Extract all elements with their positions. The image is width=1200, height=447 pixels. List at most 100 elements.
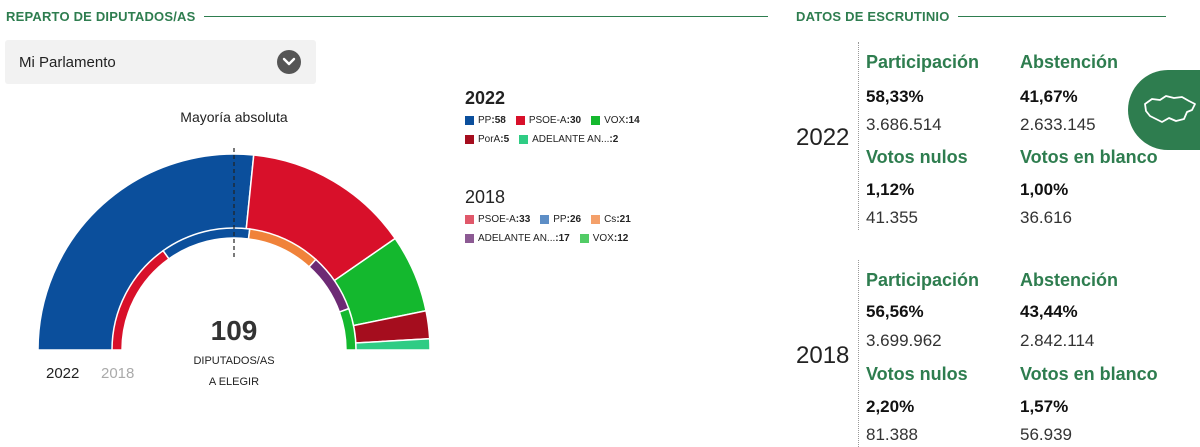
parliament-select-value: Mi Parlamento	[19, 53, 116, 71]
legend-swatch	[465, 116, 474, 125]
nulos-pct: 2,20%	[866, 397, 915, 416]
abstencion-num: 2.633.145	[1020, 115, 1096, 134]
legend-seats: :14	[625, 115, 640, 126]
legend-swatch	[465, 234, 474, 243]
scrutiny-year-2022: 2022	[796, 124, 850, 151]
legend-year: 2022	[465, 88, 506, 108]
andalusia-map-icon	[1144, 95, 1196, 123]
legend-party: ADELANTE AN...	[478, 233, 556, 244]
legend-swatch	[591, 116, 601, 125]
legend-seats-value: 14	[628, 115, 640, 126]
abstencion-num: 2.842.114	[1020, 331, 1095, 350]
legend-item: ADELANTE AN...:2	[519, 134, 618, 145]
participacion-pct: 58,33%	[866, 87, 924, 106]
abstencion-pct: 43,44%	[1020, 302, 1078, 321]
nulos-num: 41.355	[866, 208, 918, 227]
legend-seats-value: 12	[617, 233, 629, 244]
legend-row: PSOE-A:33 PP:26 Cs:21	[465, 214, 641, 225]
legend-seats: :21	[616, 214, 631, 225]
participacion-label: Participación	[866, 52, 980, 72]
blanco-label: Votos en blanco	[1020, 364, 1158, 384]
blanco-num: 56.939	[1020, 425, 1072, 444]
scrutiny-year-2018: 2018	[796, 342, 850, 369]
legend-party: PP	[478, 115, 492, 126]
legend-seats-value: 5	[503, 134, 510, 145]
legend-party: PSOE-A	[528, 115, 567, 126]
abstencion-pct: 41,67%	[1020, 87, 1078, 106]
legend-party: PorA	[478, 134, 501, 145]
legend-party: ADELANTE AN...	[532, 134, 610, 145]
legend-year: 2018	[465, 187, 506, 207]
nulos-num: 81.388	[866, 425, 918, 444]
divider	[203, 16, 768, 17]
legend-party: VOX	[604, 115, 626, 126]
legend-2022: 2022 PP:58 PSOE-A:30 VOX:14 PorA:5 ADELA…	[465, 88, 650, 153]
chevron-down-icon[interactable]	[277, 50, 301, 74]
legend-swatch	[591, 215, 601, 224]
parliament-select[interactable]: Mi Parlamento	[5, 40, 316, 84]
legend-seats: :17	[555, 233, 570, 244]
total-label-line1: DIPUTADOS/AS	[193, 355, 274, 367]
nulos-label: Votos nulos	[866, 364, 968, 384]
legend-swatch	[465, 215, 474, 224]
legend-seats-value: 21	[619, 214, 631, 225]
participacion-label: Participación	[866, 270, 980, 290]
legend-seats-value: 26	[569, 214, 582, 225]
section-title-text: DATOS DE ESCRUTINIO	[796, 9, 950, 24]
divider	[858, 42, 859, 230]
blanco-label: Votos en blanco	[1020, 147, 1158, 167]
legend-item: VOX:14	[591, 115, 640, 126]
participacion-num: 3.686.514	[866, 115, 942, 134]
nulos-label: Votos nulos	[866, 147, 968, 167]
legend-seats: :30	[566, 115, 582, 126]
legend-row: PP:58 PSOE-A:30 VOX:14	[465, 115, 650, 126]
legend-row: ADELANTE AN...:17 VOX:12	[465, 233, 641, 244]
seat-arc-2018-vox[interactable]	[338, 307, 357, 351]
blanco-pct: 1,00%	[1020, 180, 1069, 199]
legend-seats: :33	[515, 214, 531, 225]
legend-party: PSOE-A	[478, 214, 516, 225]
legend-item: ADELANTE AN...:17	[465, 233, 570, 244]
legend-seats-value: 30	[569, 115, 582, 126]
legend-party: Cs	[604, 214, 617, 225]
total-label-line2: A ELEGIR	[209, 376, 259, 388]
abstencion-label: Abstención	[1020, 52, 1119, 72]
legend-party: PP	[553, 214, 567, 225]
nulos-pct: 1,12%	[866, 180, 915, 199]
blanco-num: 36.616	[1020, 208, 1072, 227]
participacion-pct: 56,56%	[866, 302, 924, 321]
section-title-text: REPARTO DE DIPUTADOS/AS	[6, 9, 196, 24]
hemicycle-chart: Mayoría absoluta 109 DIPUTADOS/AS A ELEG…	[37, 109, 431, 388]
divider	[957, 16, 1166, 17]
legend-item: PP:26	[540, 214, 581, 225]
legend-seats: :26	[566, 214, 582, 225]
divider	[858, 260, 859, 447]
legend-2018: 2018 PSOE-A:33 PP:26 Cs:21 ADELANTE AN..…	[465, 187, 641, 252]
year-toggle-2022[interactable]: 2022	[46, 365, 79, 382]
abstencion-label: Abstención	[1020, 270, 1119, 290]
legend-seats: :5	[500, 134, 510, 145]
legend-row: PorA:5 ADELANTE AN...:2	[465, 134, 650, 145]
map-badge[interactable]	[1128, 70, 1200, 150]
legend-seats: :12	[613, 233, 629, 244]
section-title-reparto: REPARTO DE DIPUTADOS/AS	[6, 9, 768, 24]
participacion-num: 3.699.962	[866, 331, 942, 350]
legend-item: PSOE-A:30	[515, 115, 582, 126]
blanco-pct: 1,57%	[1020, 397, 1069, 416]
majority-label: Mayoría absoluta	[180, 109, 288, 125]
legend-seats-value: 33	[519, 214, 531, 225]
legend-seats-value: 17	[558, 233, 570, 244]
legend-item: PSOE-A:33	[465, 214, 530, 225]
legend-swatch	[519, 135, 529, 144]
year-toggle-2018[interactable]: 2018	[101, 365, 134, 382]
legend-swatch	[515, 116, 525, 125]
legend-item: PP:58	[465, 115, 506, 126]
legend-seats: :2	[609, 134, 619, 145]
total-seats: 109	[211, 315, 258, 346]
legend-item: PorA:5	[465, 134, 509, 145]
legend-seats-value: 2	[612, 134, 619, 145]
legend-item: Cs:21	[591, 214, 631, 225]
legend-swatch	[579, 234, 589, 243]
legend-seats: :58	[491, 115, 506, 126]
legend-item: VOX:12	[579, 233, 629, 244]
